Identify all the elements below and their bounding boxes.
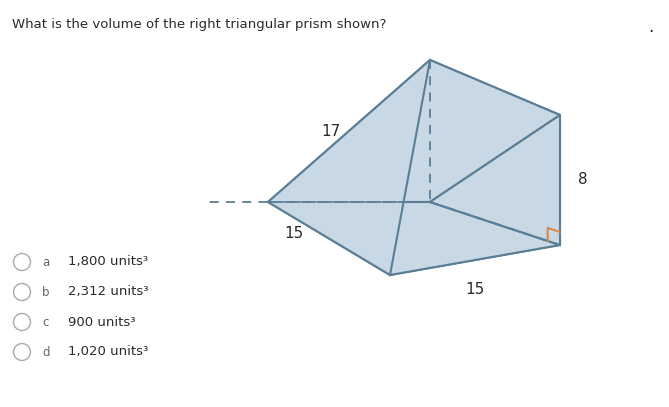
Text: 8: 8 — [578, 173, 587, 188]
Polygon shape — [390, 60, 560, 275]
Text: d: d — [42, 346, 50, 359]
Polygon shape — [268, 202, 560, 275]
Text: 900 units³: 900 units³ — [68, 315, 136, 328]
Text: 17: 17 — [322, 123, 341, 138]
Text: c: c — [42, 315, 48, 328]
Text: What is the volume of the right triangular prism shown?: What is the volume of the right triangul… — [12, 18, 387, 31]
Text: .: . — [649, 18, 654, 36]
Polygon shape — [268, 60, 560, 202]
Text: 1,020 units³: 1,020 units³ — [68, 346, 149, 359]
Polygon shape — [268, 60, 430, 275]
Text: 1,800 units³: 1,800 units³ — [68, 256, 148, 269]
Text: 15: 15 — [285, 226, 304, 241]
Text: a: a — [42, 256, 50, 269]
Text: 15: 15 — [466, 282, 484, 297]
Text: 2,312 units³: 2,312 units³ — [68, 285, 149, 298]
Polygon shape — [430, 115, 560, 245]
Text: b: b — [42, 285, 50, 298]
